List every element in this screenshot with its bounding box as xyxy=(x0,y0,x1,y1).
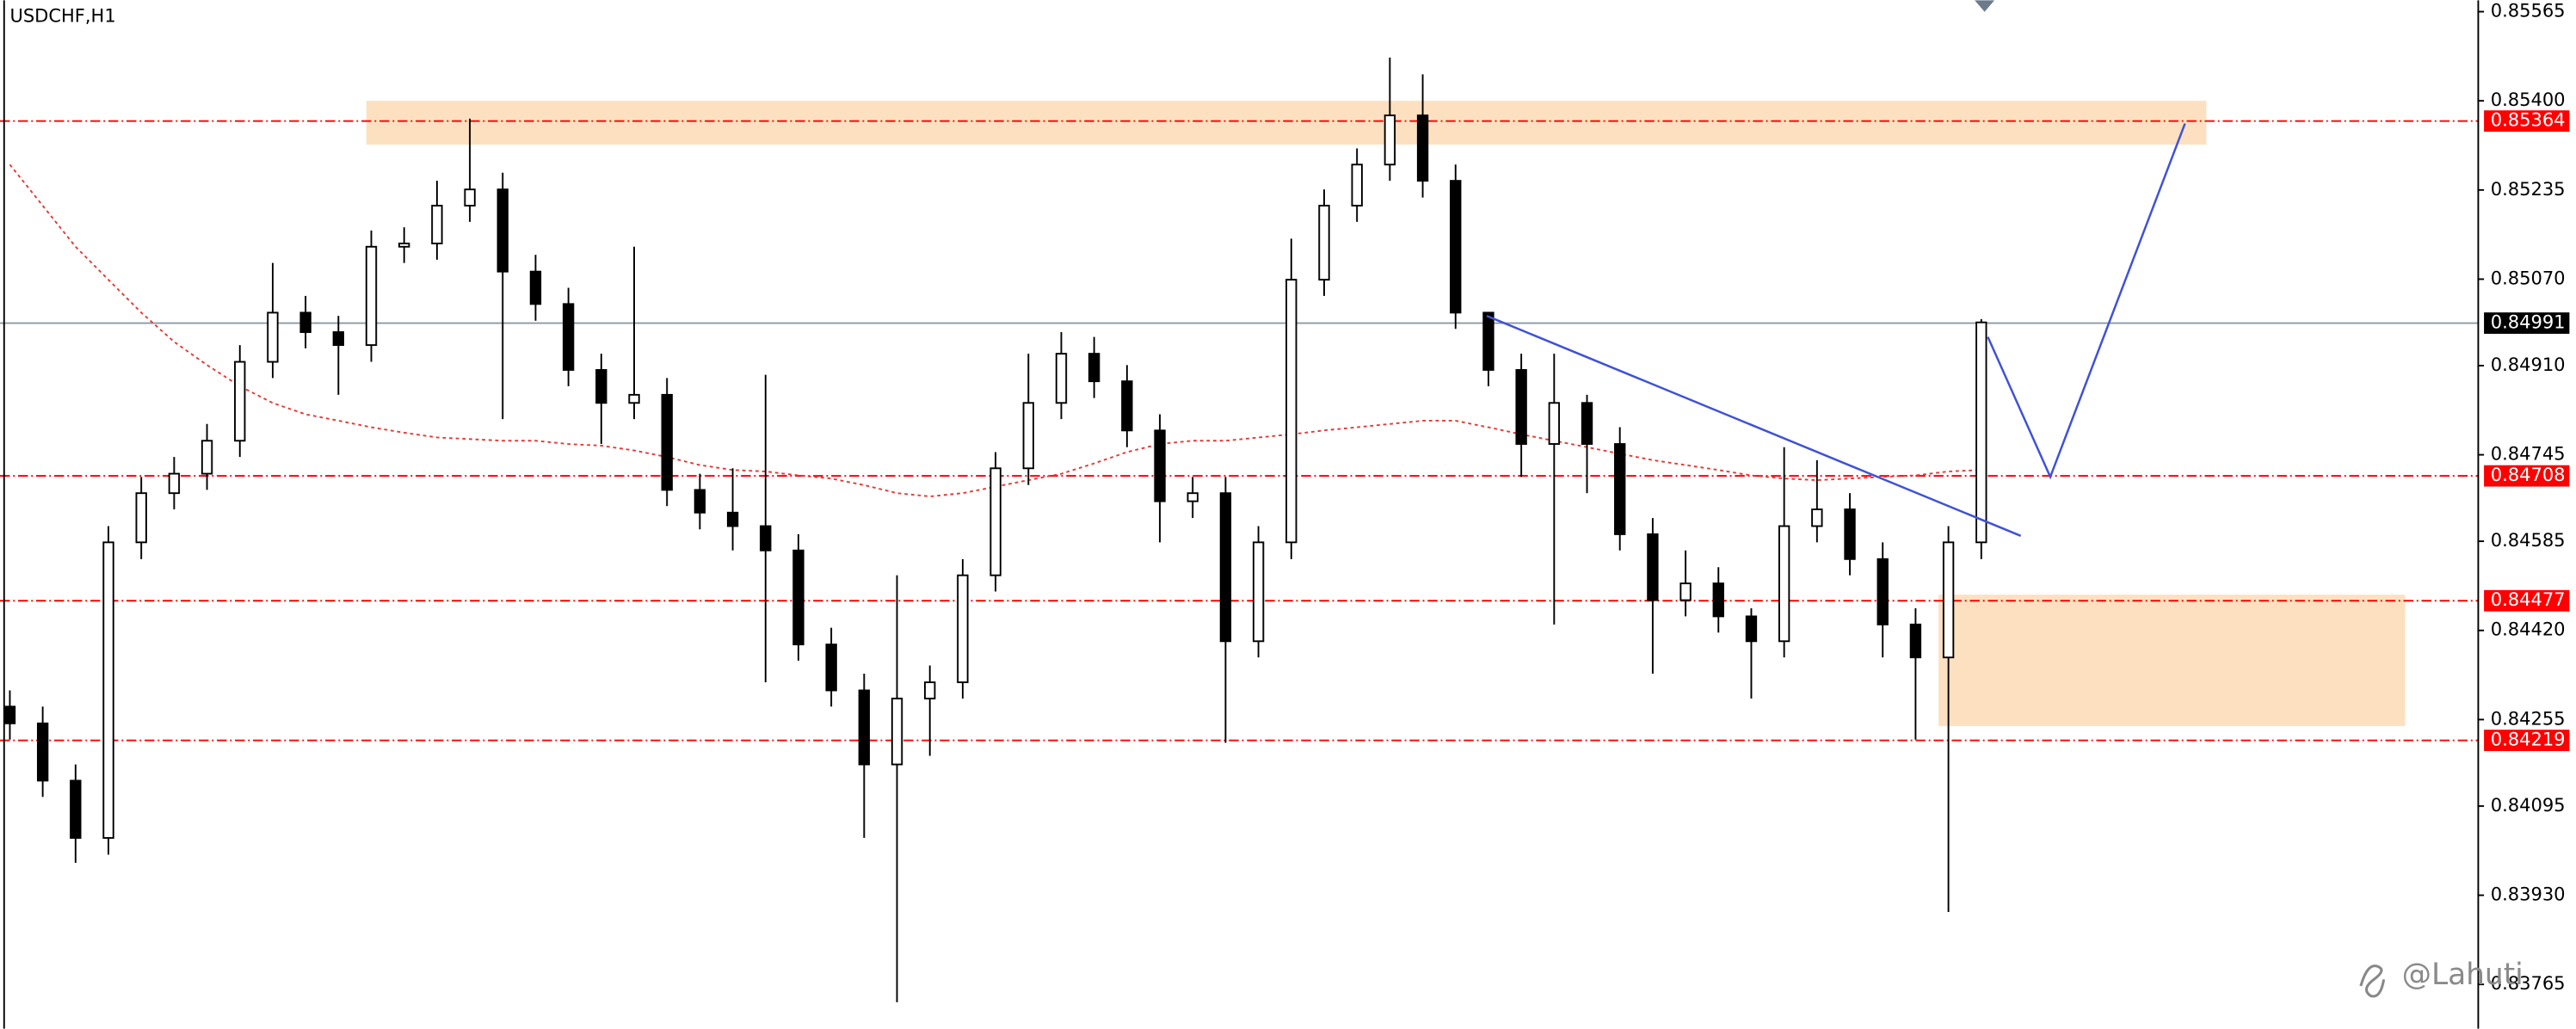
candle-body xyxy=(1219,492,1232,643)
candle-body xyxy=(1745,615,1758,643)
candle-body xyxy=(595,369,607,404)
y-tick-label: 0.85400 xyxy=(2491,89,2566,110)
candle-body xyxy=(628,393,640,404)
candle-body xyxy=(1778,525,1790,643)
zone xyxy=(366,101,2207,145)
current-price-label: 0.84991 xyxy=(2491,312,2566,333)
candle-body xyxy=(1811,508,1823,527)
candle-body xyxy=(102,541,114,839)
candle-body xyxy=(1679,582,1692,601)
candle-body xyxy=(70,779,82,839)
candle-body xyxy=(693,489,706,514)
candle-body xyxy=(135,492,147,544)
level-label-bg xyxy=(2484,589,2570,612)
zone xyxy=(1938,595,2406,726)
candle-body xyxy=(365,245,378,347)
candle-body xyxy=(234,360,246,442)
y-tick-label: 0.84910 xyxy=(2491,354,2566,375)
y-tick-label: 0.83765 xyxy=(2491,973,2566,994)
projection-path xyxy=(1987,123,2186,480)
candle-body xyxy=(726,511,739,527)
candle-body xyxy=(661,393,673,491)
candle-body xyxy=(891,697,903,766)
candle-body xyxy=(200,440,213,475)
current-price-bg xyxy=(2484,312,2570,334)
candle-body xyxy=(464,188,476,206)
y-tick-label: 0.84255 xyxy=(2491,708,2566,729)
level-label-bg xyxy=(2484,465,2570,487)
level-label-bg xyxy=(2484,730,2570,751)
y-tick-label: 0.85235 xyxy=(2491,179,2566,200)
candle-body xyxy=(858,689,871,766)
candle-body xyxy=(924,681,936,699)
candle-body xyxy=(760,525,772,551)
watermark-icon xyxy=(2359,964,2386,998)
candle-body xyxy=(1055,353,1068,404)
candle-body xyxy=(168,472,181,495)
level-label: 0.84477 xyxy=(2491,589,2566,610)
candle-body xyxy=(1909,623,1922,659)
candle-body xyxy=(1022,402,1034,470)
y-tick-label: 0.84745 xyxy=(2491,444,2566,465)
candle-body xyxy=(792,549,804,646)
candle-body xyxy=(267,311,279,363)
candle-body xyxy=(1121,380,1133,432)
candle-body xyxy=(562,303,575,371)
level-label: 0.84219 xyxy=(2491,730,2566,750)
candle-body xyxy=(1877,558,1889,625)
candle-body xyxy=(529,270,542,305)
candle-body xyxy=(1712,582,1724,618)
candle-body xyxy=(299,311,311,333)
candle-body xyxy=(1252,541,1265,643)
candle-body xyxy=(1581,402,1593,445)
trendline xyxy=(1486,315,2022,537)
level-label: 0.84708 xyxy=(2491,465,2566,485)
candle-body xyxy=(825,644,837,692)
candle-body xyxy=(957,574,969,683)
candle-body xyxy=(332,331,345,347)
candle-body xyxy=(1647,533,1659,601)
y-tick-label: 0.85565 xyxy=(2491,1,2566,22)
y-tick-label: 0.84585 xyxy=(2491,530,2566,551)
candle-body xyxy=(1318,205,1330,281)
level-label: 0.85364 xyxy=(2491,110,2566,131)
candle-body xyxy=(1186,492,1199,502)
candle-body xyxy=(1844,508,1856,560)
y-tick-label: 0.84095 xyxy=(2491,795,2566,816)
candle-body xyxy=(1942,541,1955,659)
y-tick-label: 0.83930 xyxy=(2491,884,2566,905)
candle-body xyxy=(1548,402,1561,445)
candle-body xyxy=(1285,279,1297,544)
candle-body xyxy=(1351,163,1363,206)
watermark: @Lahuti xyxy=(2359,958,2524,998)
candle-body xyxy=(1416,114,1429,182)
y-tick-label: 0.84420 xyxy=(2491,619,2566,640)
title-bg xyxy=(6,3,115,30)
y-tick-label: 0.85070 xyxy=(2491,268,2566,288)
shift-marker xyxy=(1975,0,1995,12)
candle-body xyxy=(1482,311,1494,371)
candle-body xyxy=(1088,353,1100,383)
candle-body xyxy=(36,722,49,782)
candle-body xyxy=(1450,180,1462,314)
candle-body xyxy=(1384,114,1396,166)
candle-body xyxy=(1154,429,1166,502)
candle-body xyxy=(3,706,16,724)
candle-body xyxy=(1975,321,1987,544)
watermark-text: @Lahuti xyxy=(2402,958,2524,992)
chart-title: USDCHF,H1 xyxy=(9,5,115,26)
candle-body xyxy=(398,243,410,248)
level-label-bg xyxy=(2484,110,2570,132)
candle-body xyxy=(989,467,1001,576)
candle-body xyxy=(1614,443,1626,535)
candle-body xyxy=(431,205,443,244)
candle-body xyxy=(1515,369,1527,445)
candle-body xyxy=(496,188,508,273)
